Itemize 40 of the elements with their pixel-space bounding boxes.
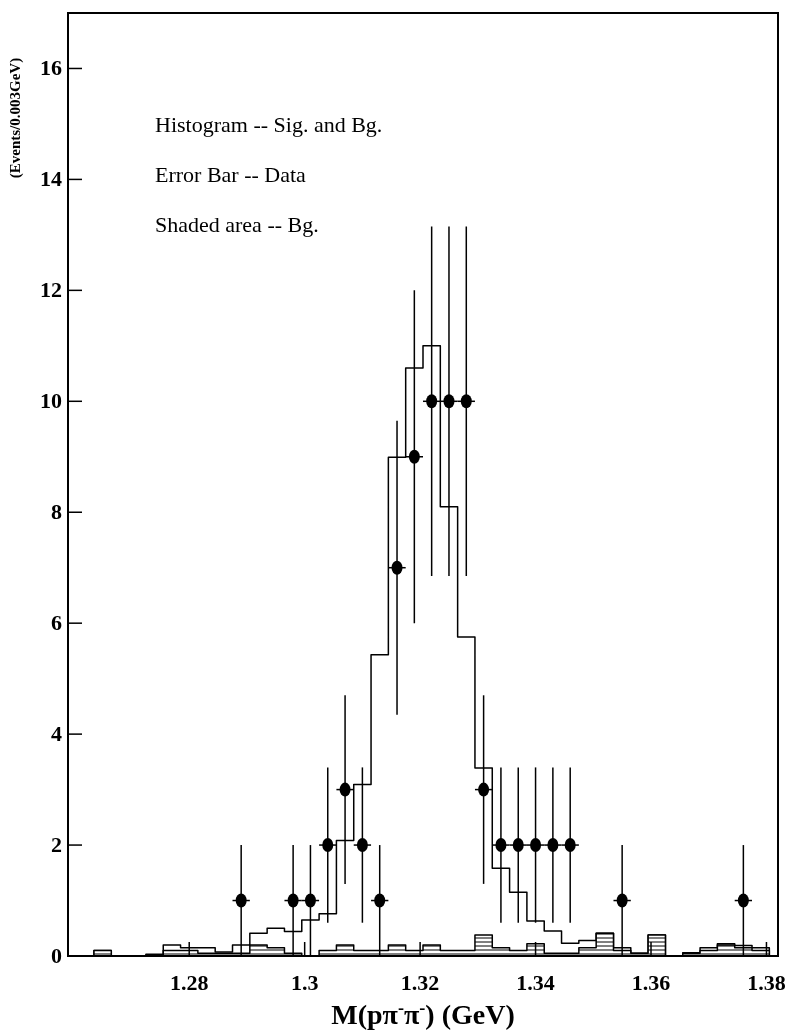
point (737, 893, 749, 908)
x-tick-label: 1.28 (169, 970, 209, 995)
point (426, 394, 438, 409)
point (339, 782, 351, 797)
point (391, 560, 403, 575)
x-axis-title: M(pπ$^{-}$π$^{-}$) (GeV) (331, 998, 515, 1030)
annotation: Error Bar -- Data (155, 162, 307, 187)
point (564, 838, 576, 853)
point (356, 838, 368, 853)
y-tick-label: 16 (40, 55, 62, 81)
y-tick-label: 6 (51, 610, 62, 636)
x-tick-label: 1.34 (516, 970, 555, 995)
y-tick-label: 10 (40, 388, 62, 414)
annotation: Histogram -- Sig. and Bg. (155, 112, 383, 137)
x-tick-label: 1.36 (631, 970, 671, 995)
point (478, 782, 490, 797)
y-axis-title: (Events/0.003GeV) (7, 57, 24, 179)
annotation: Shaded area -- Bg. (155, 212, 319, 237)
y-tick-label: 8 (51, 499, 62, 525)
point (374, 893, 386, 908)
point (443, 394, 455, 409)
point (304, 893, 316, 908)
x-tick-label: 1.32 (400, 970, 440, 995)
point (235, 893, 247, 908)
y-tick-label: 0 (51, 943, 62, 968)
y-tick-label: 12 (40, 277, 62, 303)
x-tick-label: 1.38 (747, 970, 786, 995)
point (530, 838, 542, 853)
point (408, 449, 420, 464)
point (495, 838, 507, 853)
point (460, 394, 472, 409)
y-tick-label: 14 (40, 166, 62, 192)
point (547, 838, 559, 853)
point (287, 893, 299, 908)
point (616, 893, 628, 908)
x-tick-label: 1.3 (290, 970, 319, 995)
point (322, 838, 334, 853)
y-tick-label: 4 (51, 721, 62, 747)
point (512, 838, 524, 853)
y-tick-label: 2 (51, 832, 62, 858)
